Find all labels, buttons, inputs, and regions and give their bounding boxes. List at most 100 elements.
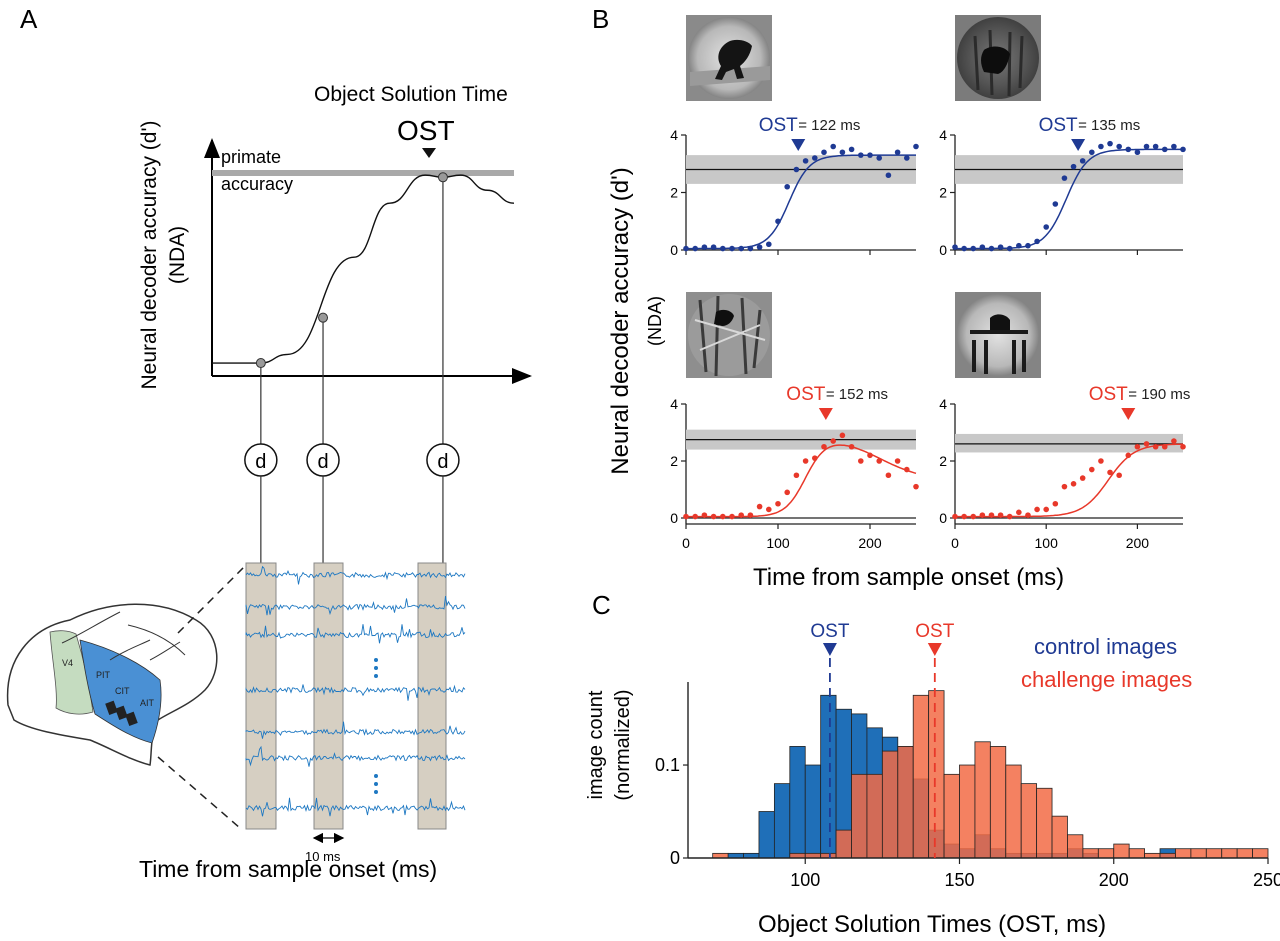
svg-text:(NDA): (NDA): [166, 226, 189, 284]
data-point: [1070, 481, 1077, 487]
spike-trace: [245, 721, 466, 739]
data-point: [1134, 149, 1141, 156]
spike-trace: [245, 565, 466, 585]
bar-challenge: [1175, 848, 1192, 859]
legend-control: control images: [1034, 634, 1177, 659]
analysis-window: [245, 562, 277, 830]
data-point: [1116, 143, 1122, 150]
data-point: [1152, 143, 1159, 150]
data-point: [812, 155, 818, 161]
data-point: [1034, 506, 1040, 513]
y-tick-label: 2: [670, 185, 678, 201]
spike-trace: [245, 797, 466, 817]
data-point: [988, 245, 995, 252]
x-tick-label: 200: [1126, 535, 1150, 551]
data-point: [1125, 452, 1132, 459]
data-point: [1171, 438, 1177, 444]
bar-challenge: [1128, 848, 1145, 859]
data-point: [830, 143, 836, 150]
data-point: [1116, 472, 1122, 479]
x-tick-label: 100: [790, 870, 820, 890]
x-tick-label: 100: [1035, 535, 1059, 551]
zoom-line-bottom: [157, 756, 241, 829]
data-point: [961, 513, 967, 520]
bar-challenge: [851, 773, 868, 859]
y-tick-label: 4: [939, 127, 947, 143]
data-point: [1025, 512, 1031, 518]
bar-challenge: [1036, 787, 1053, 859]
ost-marker: [822, 643, 837, 656]
data-point: [1061, 483, 1068, 490]
y-tick-label: 0: [670, 242, 678, 258]
ost-marker: [1121, 408, 1136, 420]
svg-text:(normalized): (normalized): [612, 689, 634, 800]
data-point: [1052, 201, 1059, 207]
panel-a-ost-marker: [422, 148, 436, 158]
data-point: [1098, 458, 1104, 464]
data-point: [848, 146, 855, 153]
data-point: [812, 455, 818, 461]
bar-challenge: [959, 764, 976, 859]
spike-raster: [245, 562, 466, 830]
y-tick-label: 2: [939, 453, 947, 469]
data-point: [683, 245, 689, 252]
data-point: [979, 244, 986, 250]
ost-value-label: = 152 ms: [826, 386, 888, 403]
spike-trace: [245, 624, 466, 644]
bar-challenge: [881, 750, 899, 859]
bar-challenge: [943, 773, 960, 859]
y-tick-label: 0: [670, 510, 678, 526]
ost-marker: [927, 643, 942, 656]
bar-control: [758, 811, 775, 859]
panel-b-xlabel: Time from sample onset (ms): [753, 564, 1064, 591]
bar-challenge: [1020, 783, 1038, 859]
bar-challenge: [1236, 848, 1253, 859]
data-point: [784, 183, 790, 190]
data-point: [1006, 245, 1013, 252]
y-tick-label: 2: [939, 185, 947, 201]
data-point: [885, 172, 892, 179]
y-tick-label: 2: [670, 453, 678, 469]
data-point: [904, 466, 910, 473]
panel-a-primate-label-1: primate: [221, 147, 281, 167]
x-tick-label: 150: [944, 870, 974, 890]
x-tick-label: 100: [766, 535, 790, 551]
data-point: [720, 245, 726, 252]
v4-region: [49, 630, 94, 715]
bar-control: [820, 694, 837, 859]
data-point: [904, 155, 910, 161]
ellipsis-dot: [374, 666, 378, 670]
svg-text:Neural decoder accuracy (d'): Neural decoder accuracy (d'): [138, 121, 161, 390]
data-point: [802, 158, 809, 164]
panel-a-label: A: [20, 4, 38, 34]
y-tick-label: 0: [670, 848, 680, 868]
analysis-window: [313, 562, 344, 830]
bar-challenge: [1005, 764, 1022, 859]
data-point: [738, 245, 744, 252]
panel-c-label: C: [592, 590, 611, 620]
panel-a-ost-label: OST: [397, 115, 455, 146]
panel-c-histogram: 0 0.1 100 150 200 250 OST OST: [655, 621, 1280, 890]
bar-challenge: [1082, 848, 1099, 859]
data-point: [1161, 146, 1168, 153]
decoder-node-label: d: [317, 451, 328, 473]
data-point: [720, 513, 726, 520]
ellipsis-dot: [374, 674, 378, 678]
bar-challenge: [1097, 848, 1115, 859]
stimulus-image-3: [686, 292, 772, 378]
bar-challenge: [1190, 848, 1207, 859]
y-tick-label: 4: [939, 396, 947, 412]
data-point: [729, 513, 735, 520]
legend-challenge: challenge images: [1021, 667, 1192, 692]
decoder-time-point: [318, 312, 329, 323]
scale-bar-label: 10 ms: [305, 849, 341, 864]
data-point: [1143, 441, 1150, 447]
data-point: [858, 458, 864, 464]
data-point: [1052, 500, 1059, 507]
data-point: [885, 472, 892, 479]
data-point: [821, 443, 827, 450]
ost-word: OST: [759, 115, 798, 136]
y-tick-label: 0: [939, 510, 947, 526]
data-point: [710, 513, 717, 520]
ost-word: OST: [1039, 115, 1078, 136]
